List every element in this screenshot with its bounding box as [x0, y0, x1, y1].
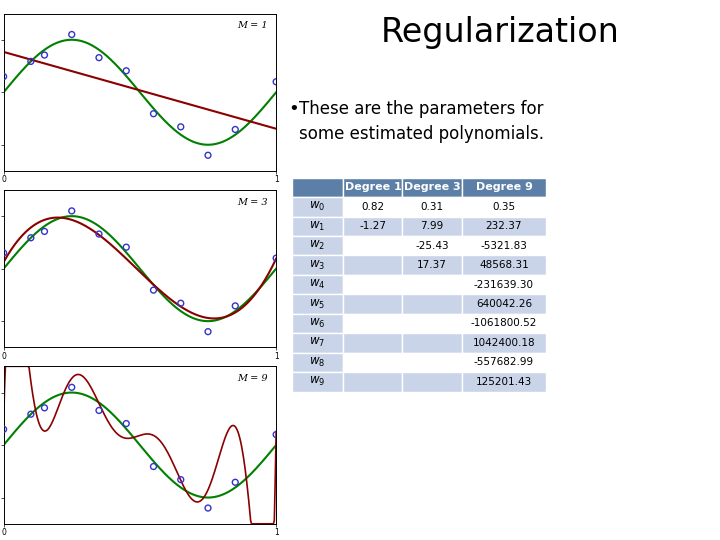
Text: $w_{7}$: $w_{7}$ — [310, 336, 325, 349]
Text: 1042400.18: 1042400.18 — [473, 338, 535, 348]
Point — [0, 248, 9, 257]
Point — [25, 410, 37, 418]
Text: M = 1: M = 1 — [238, 22, 268, 30]
Text: These are the parameters for
some estimated polynomials.: These are the parameters for some estima… — [299, 100, 544, 143]
Text: $w_{3}$: $w_{3}$ — [310, 259, 325, 272]
Point — [148, 286, 159, 294]
Point — [66, 383, 78, 391]
Point — [120, 243, 132, 252]
Point — [39, 403, 50, 412]
Text: -25.43: -25.43 — [415, 241, 449, 251]
Text: 125201.43: 125201.43 — [476, 377, 532, 387]
Point — [202, 327, 214, 336]
Point — [0, 72, 9, 81]
Point — [202, 504, 214, 512]
Text: 640042.26: 640042.26 — [476, 299, 532, 309]
Text: -1.27: -1.27 — [359, 221, 387, 231]
Text: 0.82: 0.82 — [361, 202, 384, 212]
Text: 17.37: 17.37 — [417, 260, 447, 270]
Text: -5321.83: -5321.83 — [480, 241, 528, 251]
Point — [25, 57, 37, 66]
Text: 0.31: 0.31 — [420, 202, 444, 212]
Point — [148, 462, 159, 471]
Text: Degree 3: Degree 3 — [404, 183, 460, 192]
Point — [39, 227, 50, 236]
Point — [271, 77, 282, 86]
Point — [93, 406, 104, 415]
Point — [66, 30, 78, 39]
Point — [93, 230, 104, 238]
X-axis label: x: x — [138, 538, 143, 540]
Point — [230, 125, 241, 134]
Text: $w_{5}$: $w_{5}$ — [310, 298, 325, 310]
Text: 7.99: 7.99 — [420, 221, 444, 231]
Text: Regularization: Regularization — [381, 16, 620, 49]
Text: 0.35: 0.35 — [492, 202, 516, 212]
Text: M = 3: M = 3 — [238, 198, 268, 207]
Text: $w_{1}$: $w_{1}$ — [310, 220, 325, 233]
Text: $w_{2}$: $w_{2}$ — [310, 239, 325, 252]
Point — [39, 51, 50, 59]
Text: •: • — [288, 100, 299, 118]
Point — [230, 301, 241, 310]
Text: M = 9: M = 9 — [238, 374, 268, 383]
Point — [271, 254, 282, 262]
Text: 232.37: 232.37 — [486, 221, 522, 231]
Point — [202, 151, 214, 160]
Point — [175, 123, 186, 131]
Text: -557682.99: -557682.99 — [474, 357, 534, 367]
Point — [0, 425, 9, 434]
Text: Degree 9: Degree 9 — [476, 183, 532, 192]
Point — [93, 53, 104, 62]
Text: Degree 1: Degree 1 — [345, 183, 401, 192]
Point — [175, 475, 186, 484]
Text: -1061800.52: -1061800.52 — [471, 319, 537, 328]
Text: $w_{6}$: $w_{6}$ — [310, 317, 325, 330]
Text: -231639.30: -231639.30 — [474, 280, 534, 289]
Text: $w_{0}$: $w_{0}$ — [310, 200, 325, 213]
Point — [120, 66, 132, 75]
Point — [175, 299, 186, 308]
Point — [148, 110, 159, 118]
Point — [66, 207, 78, 215]
Text: 48568.31: 48568.31 — [479, 260, 529, 270]
Point — [271, 430, 282, 439]
Text: $w_{9}$: $w_{9}$ — [310, 375, 325, 388]
Text: $w_{4}$: $w_{4}$ — [310, 278, 325, 291]
Point — [120, 419, 132, 428]
Point — [230, 478, 241, 487]
Point — [25, 233, 37, 242]
Text: $w_{8}$: $w_{8}$ — [310, 356, 325, 369]
